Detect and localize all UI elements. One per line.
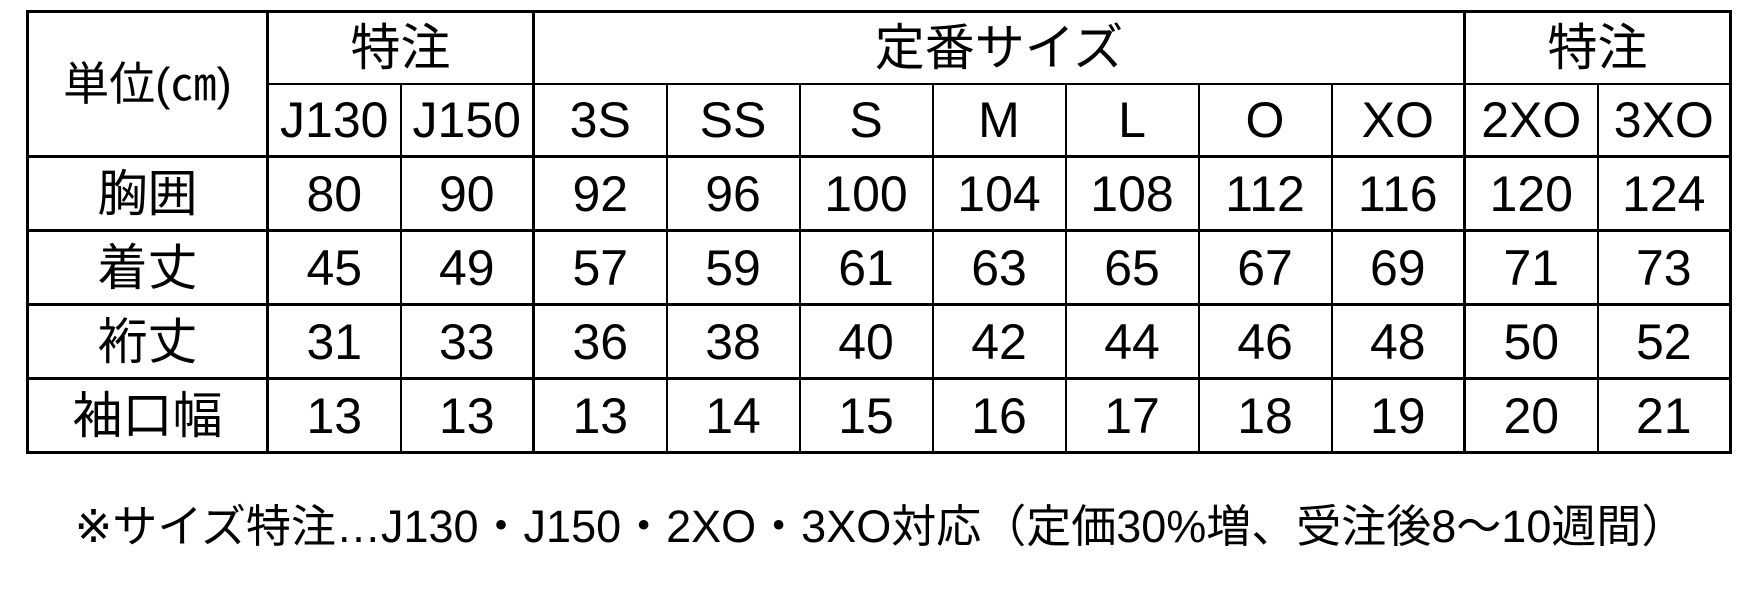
size-value-cell: 120 xyxy=(1463,155,1599,232)
size-value-cell: 15 xyxy=(798,377,934,454)
table-row: 胸囲 80 90 92 96 100 104 108 112 116 120 124 xyxy=(26,155,1732,232)
size-value-cell: 40 xyxy=(798,303,934,380)
size-column-header: O xyxy=(1197,83,1333,158)
size-value-cell: 36 xyxy=(532,303,668,380)
size-value-cell: 112 xyxy=(1197,155,1333,232)
size-column-header: M xyxy=(931,83,1067,158)
size-value-cell: 44 xyxy=(1064,303,1200,380)
size-value-cell: 108 xyxy=(1064,155,1200,232)
table-header: 単位(㎝) 特注 定番サイズ 特注 J130 J150 3S SS S M L O XO 2XO 3XO xyxy=(26,10,1732,158)
size-value-cell: 49 xyxy=(399,229,535,306)
measurement-row-label: 胸囲 xyxy=(26,155,269,232)
size-value-cell: 17 xyxy=(1064,377,1200,454)
size-value-cell: 92 xyxy=(532,155,668,232)
size-value-cell: 104 xyxy=(931,155,1067,232)
size-column-header: S xyxy=(798,83,934,158)
size-column-header: J150 xyxy=(399,83,535,158)
size-value-cell: 14 xyxy=(665,377,801,454)
size-value-cell: 21 xyxy=(1596,377,1732,454)
table-body: 胸囲 80 90 92 96 100 104 108 112 116 120 124 着丈 45 49 57 5… xyxy=(26,155,1732,454)
size-value-cell: 50 xyxy=(1463,303,1599,380)
size-column-header: SS xyxy=(665,83,801,158)
size-value-cell: 48 xyxy=(1330,303,1466,380)
measurement-row-label: 袖口幅 xyxy=(26,377,269,454)
size-value-cell: 100 xyxy=(798,155,934,232)
size-value-cell: 63 xyxy=(931,229,1067,306)
size-value-cell: 45 xyxy=(266,229,402,306)
size-value-cell: 19 xyxy=(1330,377,1466,454)
size-group-header: 特注 xyxy=(266,10,535,85)
size-group-header: 定番サイズ xyxy=(532,10,1466,85)
size-chart-page: 単位(㎝) 特注 定番サイズ 特注 J130 J150 3S SS S M L O XO 2XO 3XO … xyxy=(0,10,1753,590)
size-group-header: 特注 xyxy=(1463,10,1732,85)
size-value-cell: 16 xyxy=(931,377,1067,454)
unit-label-cell: 単位(㎝) xyxy=(26,10,269,158)
size-value-cell: 96 xyxy=(665,155,801,232)
size-value-cell: 71 xyxy=(1463,229,1599,306)
table-row: 着丈 45 49 57 59 61 63 65 67 69 71 73 xyxy=(26,229,1732,306)
custom-order-note: ※サイズ特注…J130・J150・2XO・3XO対応（定価30%増、受注後8～1… xyxy=(74,501,1687,552)
size-value-cell: 61 xyxy=(798,229,934,306)
size-value-cell: 59 xyxy=(665,229,801,306)
size-value-cell: 20 xyxy=(1463,377,1599,454)
size-column-header: J130 xyxy=(266,83,402,158)
header-size-row: J130 J150 3S SS S M L O XO 2XO 3XO xyxy=(28,83,1732,158)
size-value-cell: 90 xyxy=(399,155,535,232)
size-value-cell: 46 xyxy=(1197,303,1333,380)
header-group-row: 単位(㎝) 特注 定番サイズ 特注 xyxy=(26,10,1732,158)
size-value-cell: 73 xyxy=(1596,229,1732,306)
size-value-cell: 38 xyxy=(665,303,801,380)
size-chart-table: 単位(㎝) 特注 定番サイズ 特注 J130 J150 3S SS S M L O XO 2XO 3XO … xyxy=(26,10,1732,454)
size-value-cell: 124 xyxy=(1596,155,1732,232)
table-row: 袖口幅 13 13 13 14 15 16 17 18 19 20 21 xyxy=(26,377,1732,454)
measurement-row-label: 着丈 xyxy=(26,229,269,306)
size-value-cell: 13 xyxy=(399,377,535,454)
size-value-cell: 13 xyxy=(532,377,668,454)
size-value-cell: 65 xyxy=(1064,229,1200,306)
size-value-cell: 67 xyxy=(1197,229,1333,306)
size-value-cell: 42 xyxy=(931,303,1067,380)
size-value-cell: 116 xyxy=(1330,155,1466,232)
size-value-cell: 69 xyxy=(1330,229,1466,306)
size-value-cell: 52 xyxy=(1596,303,1732,380)
size-column-header: XO xyxy=(1330,83,1466,158)
measurement-row-label: 裄丈 xyxy=(26,303,269,380)
size-value-cell: 33 xyxy=(399,303,535,380)
size-value-cell: 18 xyxy=(1197,377,1333,454)
size-value-cell: 13 xyxy=(266,377,402,454)
size-column-header: L xyxy=(1064,83,1200,158)
size-column-header: 2XO xyxy=(1463,83,1599,158)
size-column-header: 3S xyxy=(532,83,668,158)
size-value-cell: 31 xyxy=(266,303,402,380)
size-value-cell: 80 xyxy=(266,155,402,232)
table-row: 裄丈 31 33 36 38 40 42 44 46 48 50 52 xyxy=(26,303,1732,380)
size-value-cell: 57 xyxy=(532,229,668,306)
size-column-header: 3XO xyxy=(1596,83,1732,158)
